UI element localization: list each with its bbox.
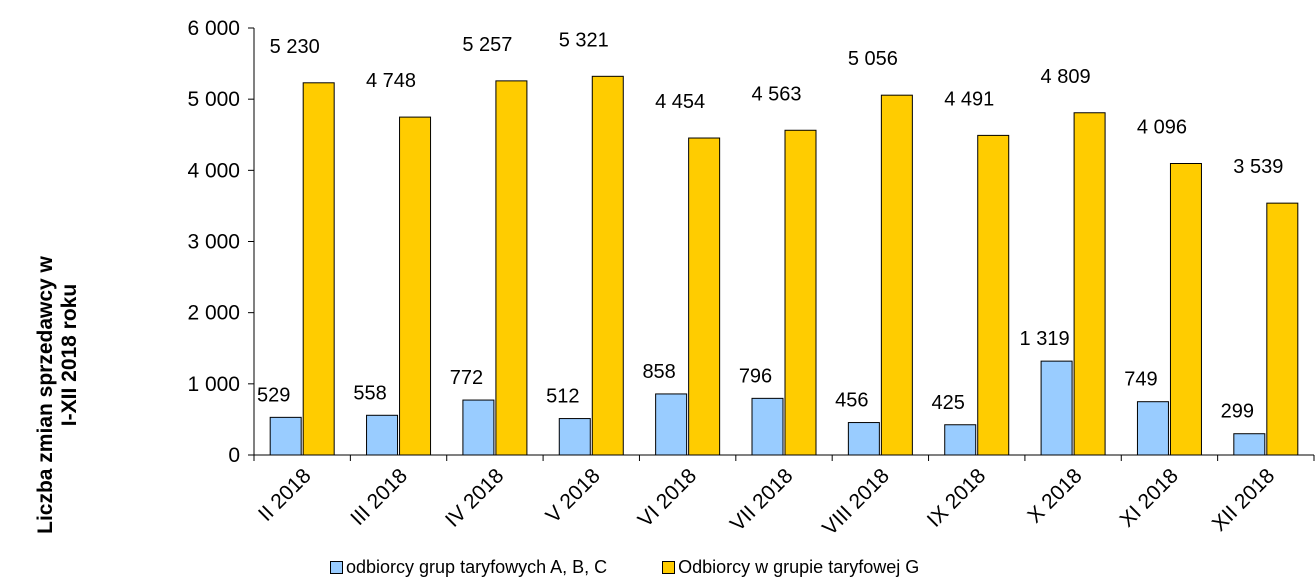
bar-abc (751, 397, 784, 456)
data-label-g: 5 257 (462, 34, 512, 56)
y-tick-label: 3 000 (187, 231, 240, 254)
bars (269, 75, 1299, 456)
data-labels: 529 5 230 558 4 748 772 5 257 512 5 321 858 4 454… (257, 29, 1283, 422)
data-label-abc: 512 (546, 386, 579, 408)
data-label-g: 4 096 (1137, 117, 1187, 139)
x-category-label: XII 2018 (1208, 464, 1280, 536)
bar-g (784, 129, 817, 456)
data-label-abc: 529 (257, 384, 290, 406)
legend: odbiorcy grup taryfowych A, B, C Odbiorc… (330, 557, 919, 578)
y-tick-label: 0 (228, 444, 240, 467)
bar-g (977, 134, 1010, 456)
data-label-abc: 772 (450, 367, 483, 389)
y-tick-label: 1 000 (187, 373, 240, 396)
category-labels: II 2018 III 2018 IV 2018 V 2018 VI 2018 VII 2… (254, 464, 1279, 540)
data-label-abc: 796 (739, 365, 772, 387)
bar-abc (1233, 433, 1266, 456)
legend-item-g: Odbiorcy w grupie taryfowej G (662, 557, 919, 578)
bar-abc (462, 399, 495, 456)
data-label-abc: 858 (642, 361, 675, 383)
legend-item-abc: odbiorcy grup taryfowych A, B, C (330, 557, 607, 578)
legend-swatch-abc (330, 561, 343, 574)
x-category-label: IV 2018 (441, 464, 508, 531)
bar-g (688, 137, 721, 456)
legend-swatch-g (662, 561, 676, 574)
bar-abc (366, 414, 399, 456)
bar-abc (847, 422, 880, 456)
bar-g (399, 116, 432, 456)
x-category-label: X 2018 (1023, 464, 1086, 527)
bar-abc (655, 393, 688, 456)
data-label-abc: 1 319 (1020, 328, 1070, 350)
data-label-g: 5 056 (848, 48, 898, 70)
data-label-abc: 299 (1221, 401, 1254, 423)
data-label-g: 4 563 (751, 83, 801, 105)
y-tick-label: 6 000 (187, 17, 240, 40)
legend-label-abc: odbiorcy grup taryfowych A, B, C (346, 557, 608, 577)
bar-g (302, 82, 335, 456)
legend-label-g: Odbiorcy w grupie taryfowej G (678, 557, 920, 577)
bar-abc (558, 418, 591, 456)
data-label-g: 4 491 (944, 88, 994, 110)
x-category-label: XI 2018 (1116, 464, 1183, 531)
data-label-abc: 425 (932, 392, 965, 414)
bar-g (880, 94, 913, 456)
y-axis-title: Liczba zmian sprzedawcy w I-XII 2018 roku (34, 255, 81, 533)
bar-g (591, 75, 624, 456)
bar-g (1073, 112, 1106, 456)
bar-abc (1136, 401, 1169, 456)
bar-g (1266, 202, 1299, 456)
bar-abc (944, 424, 977, 456)
y-axis-title-line1: Liczba zmian sprzedawcy w (34, 255, 57, 533)
data-label-abc: 749 (1124, 369, 1157, 391)
x-category-label: III 2018 (346, 464, 412, 530)
data-label-abc: 456 (835, 390, 868, 412)
y-tick-label: 4 000 (187, 159, 240, 182)
bar-abc (1040, 360, 1073, 456)
data-label-g: 4 454 (655, 91, 705, 113)
x-category-label: V 2018 (541, 464, 604, 527)
y-axis-title-line2: I-XII 2018 roku (58, 284, 81, 426)
bar-g (1169, 163, 1202, 456)
y-tick-label: 2 000 (187, 302, 240, 325)
x-category-label: VII 2018 (726, 464, 798, 536)
x-category-label: II 2018 (254, 464, 316, 526)
data-label-g: 5 230 (270, 36, 320, 58)
y-tick-label: 5 000 (187, 88, 240, 111)
x-category-label: VI 2018 (634, 464, 701, 531)
x-category-label: VIII 2018 (818, 464, 894, 540)
data-label-abc: 558 (353, 382, 386, 404)
data-label-g: 3 539 (1233, 156, 1283, 178)
axes: 0 1 000 2 000 3 000 4 000 5 000 6 000 (187, 17, 1315, 467)
bar-abc (269, 416, 302, 456)
x-category-label: IX 2018 (923, 464, 990, 531)
data-label-g: 4 809 (1041, 66, 1091, 88)
bar-g (495, 80, 528, 456)
data-label-g: 4 748 (366, 70, 416, 92)
data-label-g: 5 321 (559, 29, 609, 51)
